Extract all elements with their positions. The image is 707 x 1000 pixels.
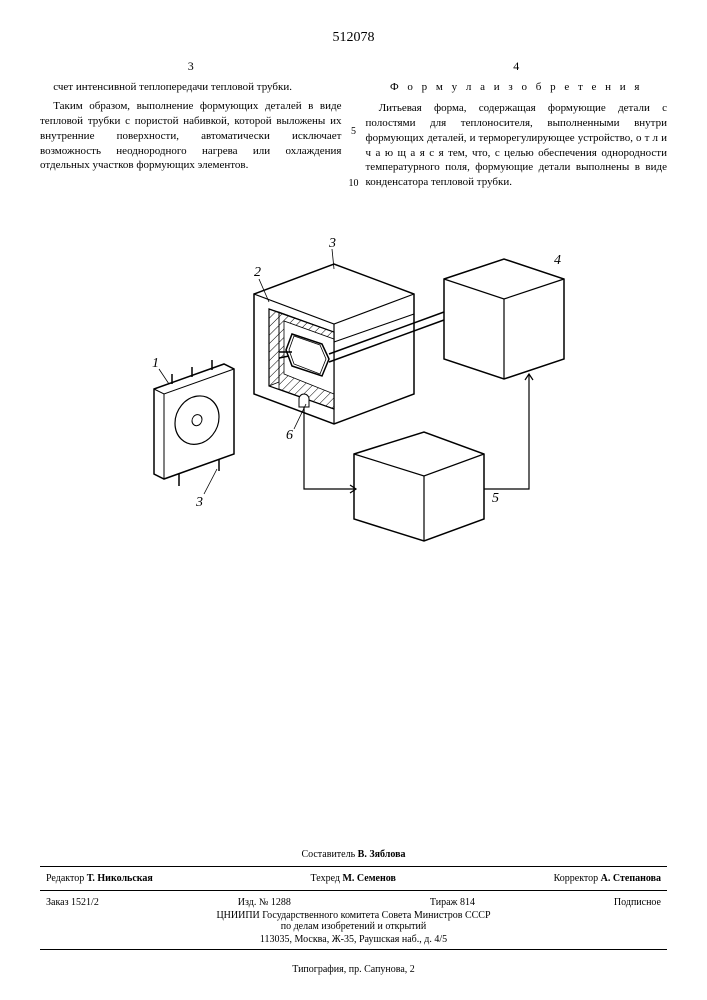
editor-label: Редактор	[46, 873, 84, 884]
left-col-number: 3	[40, 58, 342, 74]
order: Заказ 1521/2	[46, 897, 99, 908]
editor-name: Т. Никольская	[87, 873, 153, 884]
label-2: 2	[254, 265, 261, 280]
label-5: 5	[492, 491, 499, 506]
compiler-label: Составитель	[301, 849, 355, 860]
patent-page: 512078 5 10 3 счет интенсивной теплопере…	[0, 0, 707, 1000]
print-row: Заказ 1521/2 Изд. № 1288 Тираж 814 Подпи…	[40, 895, 667, 910]
block-5	[354, 432, 484, 541]
tirage: Тираж 814	[430, 897, 475, 908]
two-column-text: 5 10 3 счет интенсивной теплопередачи те…	[40, 58, 667, 194]
address: 113035, Москва, Ж-35, Раушская наб., д. …	[40, 934, 667, 945]
printer: Типография, пр. Сапунова, 2	[40, 964, 667, 975]
corrector-name: А. Степанова	[601, 873, 661, 884]
credits-row: Редактор Т. Никольская Техред М. Семенов…	[40, 871, 667, 886]
editor: Редактор Т. Никольская	[46, 873, 153, 884]
footer: Составитель В. Зяблова Редактор Т. Никол…	[40, 847, 667, 975]
patent-figure: 1 2 3 3 4 5 6	[134, 224, 574, 554]
block-4	[444, 259, 564, 379]
right-para-1: Литьевая форма, содержащая формующие дет…	[366, 101, 668, 190]
label-3a: 3	[328, 236, 336, 251]
tech-label: Техред	[311, 873, 340, 884]
org-line-1: ЦНИИПИ Государственного комитета Совета …	[40, 910, 667, 921]
tech: Техред М. Семенов	[311, 873, 396, 884]
org-line-2: по делам изобретений и открытий	[40, 921, 667, 932]
right-col-number: 4	[366, 58, 668, 74]
corrector: Корректор А. Степанова	[554, 873, 661, 884]
compiler-name: В. Зяблова	[358, 849, 406, 860]
claim-title: Ф о р м у л а и з о б р е т е н и я	[366, 80, 668, 95]
rule-3	[40, 949, 667, 950]
block-2	[254, 264, 444, 424]
label-6: 6	[286, 428, 293, 443]
line-number-10: 10	[349, 178, 359, 189]
label-3b: 3	[195, 495, 203, 510]
izd: Изд. № 1288	[238, 897, 291, 908]
rule-1	[40, 866, 667, 867]
document-number: 512078	[40, 30, 667, 46]
left-column: 3 счет интенсивной теплопередачи теплово…	[40, 58, 342, 194]
sub: Подписное	[614, 897, 661, 908]
right-column: 4 Ф о р м у л а и з о б р е т е н и я Ли…	[366, 58, 668, 194]
tech-name: М. Семенов	[342, 873, 395, 884]
compiler-row: Составитель В. Зяблова	[40, 847, 667, 862]
figure-svg: 1 2 3 3 4 5 6	[134, 224, 574, 554]
rule-2	[40, 890, 667, 891]
label-4: 4	[554, 253, 561, 268]
label-1: 1	[152, 356, 159, 371]
corrector-label: Корректор	[554, 873, 599, 884]
left-para-2: Таким образом, выполнение формующих дета…	[40, 99, 342, 173]
line-number-5: 5	[351, 126, 356, 137]
left-para-1: счет интенсивной теплопередачи тепловой …	[40, 80, 342, 95]
